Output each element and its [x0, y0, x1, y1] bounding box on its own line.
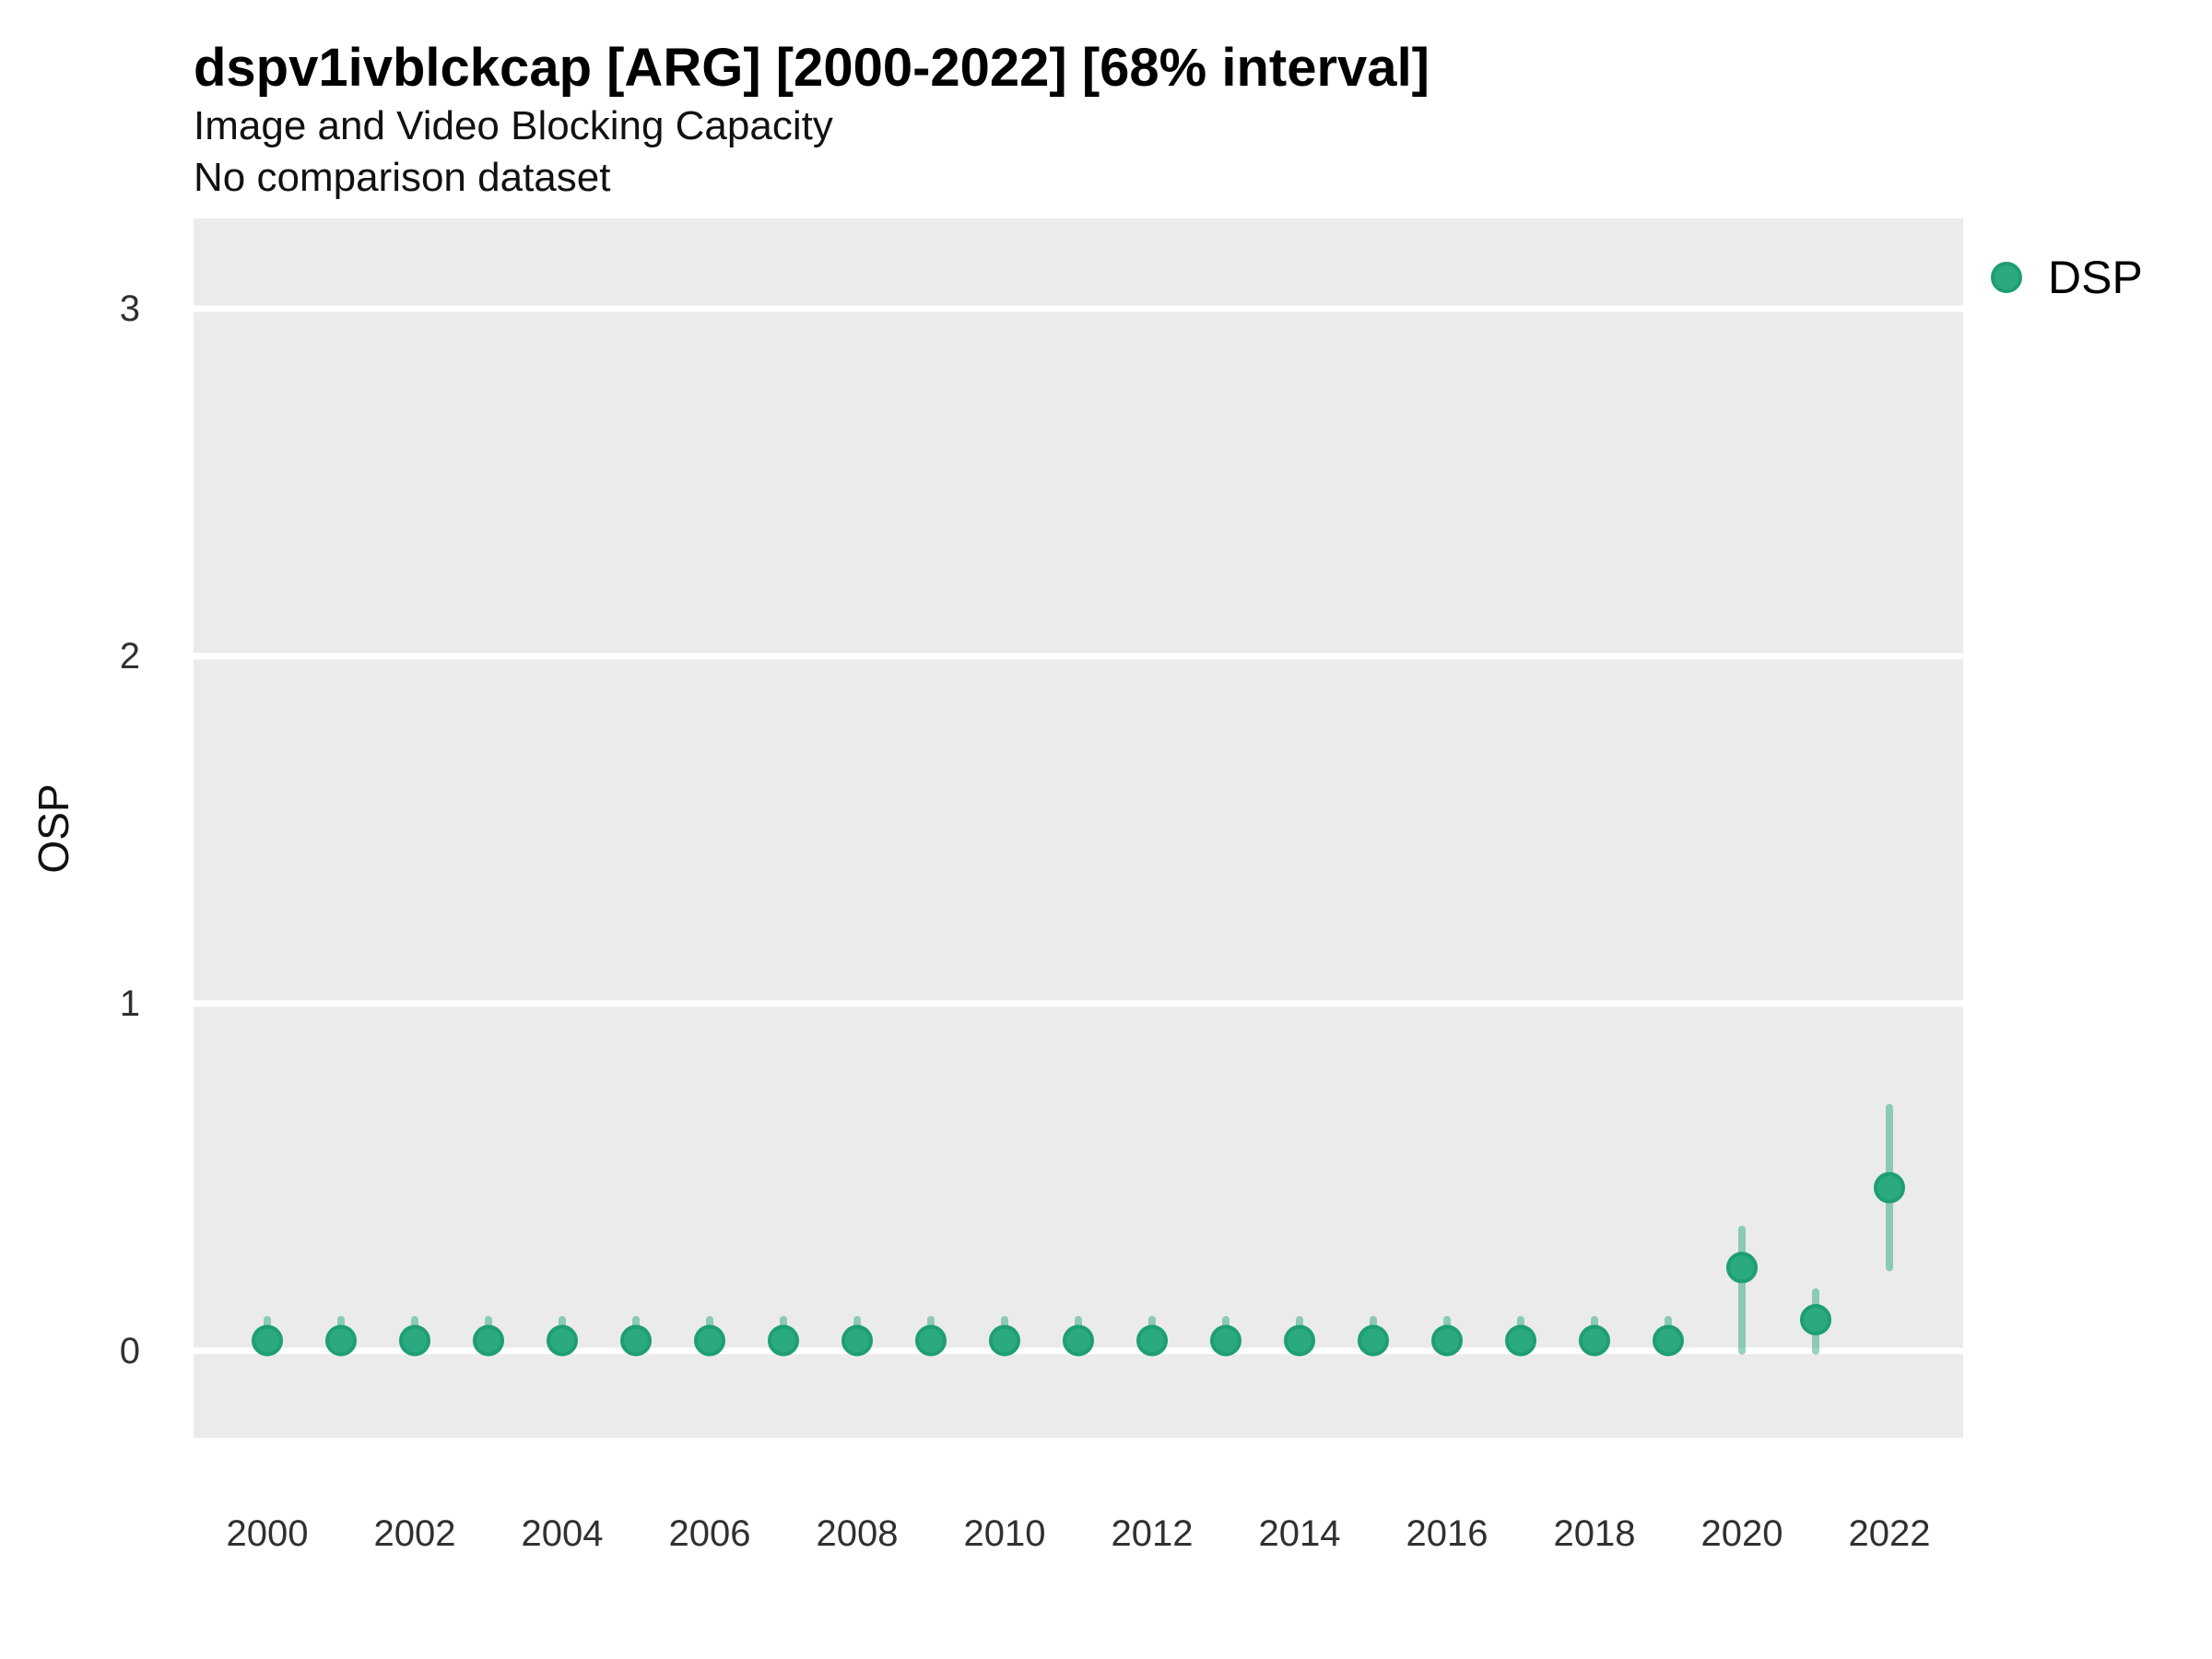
- data-point: [1284, 1324, 1315, 1357]
- data-point: [1210, 1324, 1241, 1357]
- x-tick-label: 2016: [1406, 1513, 1488, 1554]
- legend-dot-icon: [1991, 262, 2022, 293]
- chart-title: dspv1ivblckcap [ARG] [2000-2022] [68% in…: [194, 38, 1430, 98]
- x-tick-label: 2012: [1112, 1513, 1194, 1554]
- x-tick-label: 2010: [964, 1513, 1046, 1554]
- x-tick-label: 2006: [669, 1513, 751, 1554]
- x-tick-label: 2004: [522, 1513, 604, 1554]
- data-point: [1800, 1303, 1831, 1335]
- data-point: [399, 1324, 430, 1357]
- data-point: [1579, 1324, 1610, 1357]
- data-point: [989, 1324, 1020, 1357]
- x-tick-label: 2008: [817, 1513, 899, 1554]
- data-point: [252, 1324, 283, 1357]
- data-point: [1653, 1324, 1684, 1357]
- data-point: [473, 1324, 504, 1357]
- x-tick-label: 2018: [1554, 1513, 1636, 1554]
- data-point: [1136, 1324, 1168, 1357]
- y-tick-label: 0: [120, 1331, 140, 1371]
- x-tick-label: 2014: [1259, 1513, 1341, 1554]
- data-point: [1726, 1252, 1758, 1284]
- y-tick-label: 2: [120, 636, 140, 677]
- legend: DSP: [1991, 254, 2143, 300]
- y-tick-label: 1: [120, 983, 140, 1024]
- data-point: [1063, 1324, 1094, 1357]
- x-tick-label: 2002: [374, 1513, 456, 1554]
- chart-note: No comparison dataset: [194, 155, 611, 200]
- data-point: [325, 1324, 357, 1357]
- y-tick-label: 3: [120, 288, 140, 329]
- data-point: [694, 1324, 725, 1357]
- data-point: [1431, 1324, 1463, 1357]
- x-tick-label: 2020: [1701, 1513, 1783, 1554]
- data-point: [841, 1324, 873, 1357]
- x-tick-label: 2000: [227, 1513, 309, 1554]
- panel-background: [194, 218, 1963, 1438]
- data-point: [620, 1324, 652, 1357]
- data-point: [768, 1324, 799, 1357]
- data-point: [1505, 1324, 1536, 1357]
- data-point: [1874, 1171, 1905, 1204]
- legend-label: DSP: [2048, 252, 2143, 303]
- x-tick-label: 2022: [1849, 1513, 1931, 1554]
- chart-subtitle: Image and Video Blocking Capacity: [194, 103, 833, 148]
- data-point: [547, 1324, 578, 1357]
- data-point: [1358, 1324, 1389, 1357]
- data-point: [915, 1324, 947, 1357]
